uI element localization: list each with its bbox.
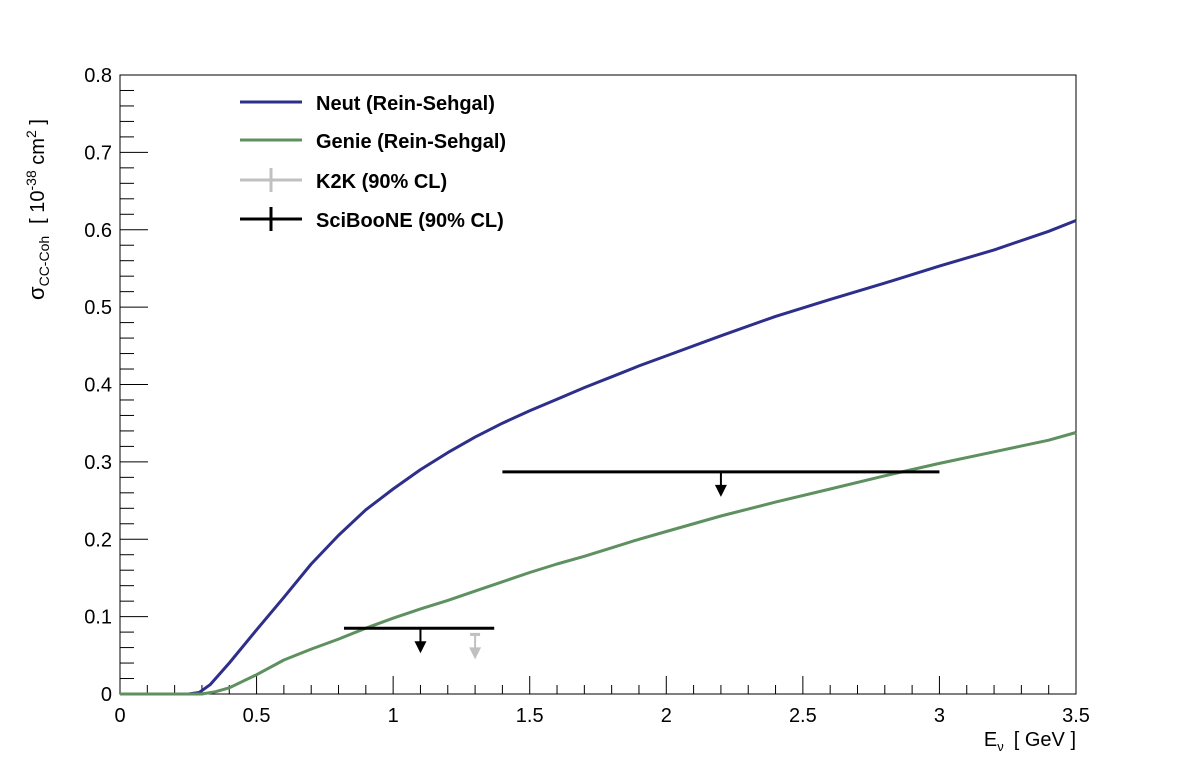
limit-marker-2 xyxy=(502,470,940,497)
x-axis-title-sub: ν xyxy=(997,739,1004,754)
series-line-0 xyxy=(120,219,1077,696)
y-axis-title-unit-open: [ 10 xyxy=(27,190,49,223)
y-axis-title-unit-close: ] xyxy=(27,119,49,130)
legend-entry-genie: Genie (Rein-Sehgal) xyxy=(240,131,506,153)
plot-frame xyxy=(119,74,1077,695)
legend-entry-k2k: K2K (90% CL) xyxy=(240,168,447,193)
legend-label-k2k: K2K (90% CL) xyxy=(316,171,447,193)
legend-entry-sciboone: SciBooNE (90% CL) xyxy=(240,207,504,232)
series-line-1 xyxy=(120,431,1077,696)
y-axis-title-sup1: -38 xyxy=(23,170,39,190)
x-axis-title-main: E xyxy=(984,729,997,751)
limit-arrow-head xyxy=(469,647,482,660)
y-axis-title-sup2: 2 xyxy=(23,130,39,138)
limit-marker-0 xyxy=(469,632,482,660)
x-tick-label: 1.5 xyxy=(516,705,544,727)
legend: Neut (Rein-Sehgal) Genie (Rein-Sehgal) K… xyxy=(240,93,506,232)
x-tick-label: 3 xyxy=(934,705,945,727)
y-tick-label: 0.6 xyxy=(84,220,112,242)
x-tick-label: 0 xyxy=(114,705,125,727)
x-tick-label: 0.5 xyxy=(243,705,271,727)
y-axis-title-unit-mid: cm xyxy=(27,138,49,170)
y-tick-label: 0.1 xyxy=(84,607,112,629)
series-curves xyxy=(120,219,1077,696)
y-tick-label: 0 xyxy=(101,684,112,706)
limit-arrow-head xyxy=(414,641,427,654)
x-axis-title-unit: [ GeV ] xyxy=(1014,729,1076,751)
y-tick-label: 0.5 xyxy=(84,297,112,319)
x-tick-label: 2.5 xyxy=(789,705,817,727)
x-axis-title: Eν [ GeV ] xyxy=(984,729,1076,754)
x-tick-label: 3.5 xyxy=(1062,705,1090,727)
limit-marker-1 xyxy=(343,626,495,654)
y-axis-title-main: σ xyxy=(24,286,49,300)
y-tick-label: 0.2 xyxy=(84,529,112,551)
limit-markers xyxy=(343,470,940,660)
x-tick-label: 1 xyxy=(388,705,399,727)
legend-label-neut: Neut (Rein-Sehgal) xyxy=(316,93,495,115)
y-axis-title: σCC-Coh [ 10-38 cm2 ] xyxy=(23,119,52,300)
axes: 0 0.5 1 1.5 2 2.5 3 3.5 0 0.1 0.2 0.3 0.4 0.5 0.6 0.7 0.… xyxy=(84,65,1090,727)
limit-arrow-head xyxy=(714,484,727,497)
legend-label-genie: Genie (Rein-Sehgal) xyxy=(316,131,506,153)
y-tick-label: 0.7 xyxy=(84,142,112,164)
legend-label-sciboone: SciBooNE (90% CL) xyxy=(316,210,504,232)
y-axis-title-sub: CC-Coh xyxy=(36,236,52,287)
legend-entry-neut: Neut (Rein-Sehgal) xyxy=(240,93,495,115)
y-tick-label: 0.8 xyxy=(84,65,112,87)
y-tick-label: 0.3 xyxy=(84,452,112,474)
x-tick-label: 2 xyxy=(661,705,672,727)
y-tick-label: 0.4 xyxy=(84,375,112,397)
